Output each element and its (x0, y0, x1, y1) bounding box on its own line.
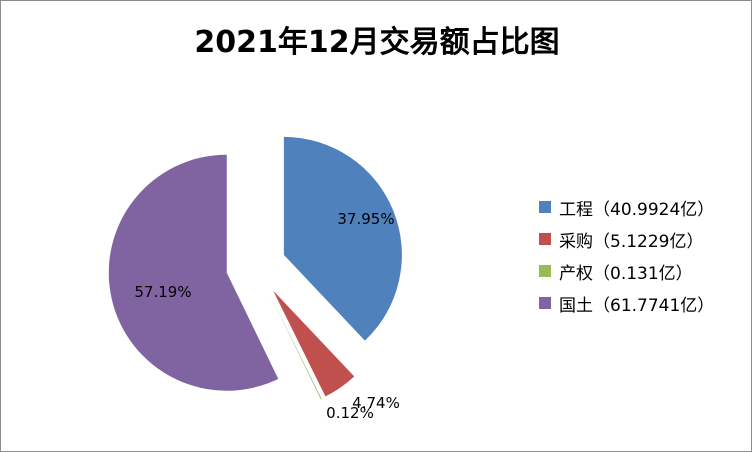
legend-item-procurement: 采购（5.1229亿） (539, 223, 714, 255)
data-label-procurement: 4.74% (352, 394, 400, 412)
legend-label: 产权（0.131亿） (559, 263, 693, 284)
data-label-engineering: 37.95% (337, 210, 394, 228)
legend-swatch (539, 233, 551, 245)
legend-swatch (539, 201, 551, 213)
pie-slice-procurement (273, 290, 355, 397)
legend-item-land: 国土（61.7741亿） (539, 287, 714, 319)
legend-swatch (539, 265, 551, 277)
legend-item-engineering: 工程（40.9924亿） (539, 191, 714, 223)
data-label-property: 0.12% (326, 404, 374, 422)
legend-label: 工程（40.9924亿） (559, 199, 715, 220)
pie-slice-engineering (283, 136, 402, 341)
legend-item-property: 产权（0.131亿） (539, 255, 714, 287)
chart-title: 2021年12月交易额占比图 (194, 25, 560, 60)
pie-slice-land (108, 154, 279, 391)
pie-slice-property (269, 292, 322, 400)
legend-swatch (539, 297, 551, 309)
legend: 工程（40.9924亿） 采购（5.1229亿） 产权（0.131亿） 国土（61.7… (539, 191, 714, 319)
data-label-land: 57.19% (134, 283, 191, 301)
legend-label: 国土（61.7741亿） (559, 295, 715, 316)
legend-label: 采购（5.1229亿） (559, 231, 704, 252)
